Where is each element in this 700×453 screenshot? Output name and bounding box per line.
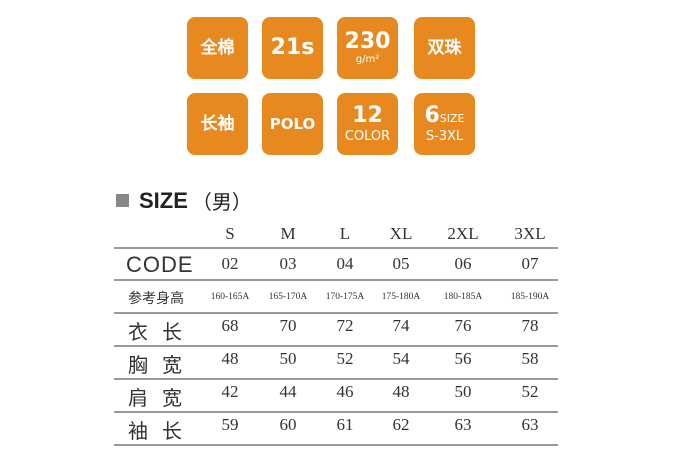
- tile-fabric: 双珠: [414, 17, 475, 79]
- table-cell: 50: [454, 382, 472, 401]
- table-cell: 70: [279, 316, 297, 335]
- row-label: 胸宽: [128, 353, 196, 377]
- tile-weight: 230 g/m²: [337, 17, 398, 79]
- table-cell: 06: [454, 254, 472, 273]
- table-cell: 63: [521, 415, 539, 434]
- tile-subtext: COLOR: [344, 129, 391, 144]
- table-cell: 185-190A: [510, 292, 550, 302]
- tile-text: POLO: [269, 114, 316, 133]
- row-divider: [114, 312, 558, 314]
- table-cell: 170-175A: [325, 292, 365, 302]
- table-cell: 63: [454, 415, 472, 434]
- table-cell: 58: [521, 349, 539, 368]
- table-cell: 62: [392, 415, 410, 434]
- table-cell: 07: [521, 254, 539, 273]
- tile-colors: 12 COLOR: [337, 93, 398, 155]
- table-cell: 44: [279, 382, 297, 401]
- row-divider: [114, 411, 558, 413]
- tile-text: 21s: [270, 35, 315, 60]
- table-cell: 72: [336, 316, 354, 335]
- table-cell: 74: [392, 316, 410, 335]
- tile-cotton: 全棉: [187, 17, 248, 79]
- table-cell: 42: [221, 382, 239, 401]
- tile-text: 6: [424, 103, 440, 128]
- table-cell: 68: [221, 316, 239, 335]
- tile-sleeve: 长袖: [187, 93, 248, 155]
- row-label: 参考身高: [128, 291, 184, 307]
- row-label: 袖长: [128, 419, 196, 443]
- size-header: 2XL: [447, 224, 479, 243]
- row-divider: [114, 247, 558, 249]
- tile-style: POLO: [262, 93, 323, 155]
- title-text: SIZE: [139, 187, 188, 213]
- row-label: 衣长: [128, 320, 196, 344]
- table-cell: 180-185A: [443, 292, 483, 302]
- tile-text: 12: [352, 103, 383, 128]
- table-cell: 54: [392, 349, 410, 368]
- row-label: CODE: [126, 252, 194, 277]
- gender-label: （男）: [191, 190, 252, 214]
- tile-text: 全棉: [200, 37, 235, 58]
- table-cell: 05: [392, 254, 410, 273]
- tile-text: 长袖: [200, 113, 235, 134]
- tile-text: 双珠: [427, 37, 462, 58]
- tile-subtext: S-3XL: [425, 129, 464, 144]
- row-divider: [114, 444, 558, 446]
- tile-sizes: 6SIZE S-3XL: [414, 93, 475, 155]
- table-cell: 52: [336, 349, 354, 368]
- size-header: 3XL: [514, 224, 546, 243]
- size-header: L: [339, 224, 351, 243]
- table-cell: 160-165A: [210, 292, 250, 302]
- tile-yarn: 21s: [262, 17, 323, 79]
- table-cell: 48: [392, 382, 410, 401]
- tile-subtext: g/m²: [355, 54, 380, 65]
- row-divider: [114, 345, 558, 347]
- size-header: XL: [389, 224, 413, 243]
- table-cell: 52: [521, 382, 539, 401]
- table-cell: 03: [279, 254, 297, 273]
- table-cell: 04: [336, 254, 354, 273]
- table-cell: 02: [221, 254, 239, 273]
- table-cell: 61: [336, 415, 354, 434]
- table-cell: 175-180A: [381, 292, 421, 302]
- table-cell: 59: [221, 415, 239, 434]
- table-cell: 56: [454, 349, 472, 368]
- table-cell: 46: [336, 382, 354, 401]
- tile-text: 230: [344, 29, 391, 54]
- size-header: M: [280, 224, 296, 243]
- table-cell: 165-170A: [268, 292, 308, 302]
- tile-text-small: SIZE: [439, 112, 465, 125]
- size-chart-title: SIZE （男）: [116, 186, 252, 215]
- table-cell: 60: [279, 415, 297, 434]
- size-header: S: [225, 224, 235, 243]
- table-cell: 50: [279, 349, 297, 368]
- row-label: 肩宽: [128, 386, 196, 410]
- row-divider: [114, 378, 558, 380]
- table-cell: 78: [521, 316, 539, 335]
- table-cell: 76: [454, 316, 472, 335]
- square-bullet-icon: [116, 194, 129, 207]
- table-cell: 48: [221, 349, 239, 368]
- row-divider: [114, 279, 558, 281]
